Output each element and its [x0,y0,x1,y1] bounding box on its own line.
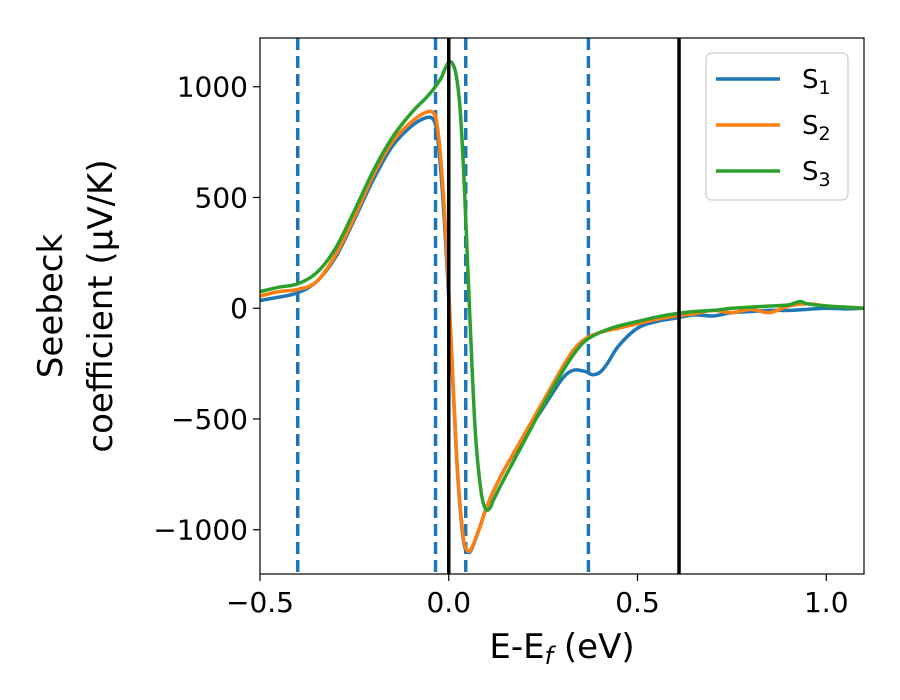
solid-reference-lines [447,38,681,574]
legend: S1 S2 S3 [705,52,849,201]
legend-label-s2: S2 [802,111,831,145]
dashed-reference-lines [296,38,591,574]
y-tick-label: 500 [195,181,248,214]
x-axis-title: E-Ef (eV) [489,627,634,670]
x-tick-label: −0.5 [226,586,294,619]
series-line-s3 [260,59,864,512]
y-tick-label: 0 [230,292,248,325]
x-tick-label: 1.0 [804,586,849,619]
legend-label-s3: S3 [802,157,831,191]
legend-label-s1: S1 [802,65,831,99]
series-lines [260,59,864,555]
y-axis-ticks: −1000 −500 0 500 1000 [153,71,260,547]
y-tick-label: −1000 [153,514,248,547]
plot-frame [259,37,865,575]
x-axis-ticks: −0.5 0.0 0.5 1.0 [226,574,849,619]
y-tick-label: −500 [171,403,248,436]
x-tick-label: 0.0 [426,586,471,619]
y-axis-title-line1: Seebeck [31,234,71,379]
y-tick-label: 1000 [177,71,248,104]
x-tick-label: 0.5 [615,586,660,619]
y-axis-title-line2: coefficient (μV/K) [81,159,121,452]
